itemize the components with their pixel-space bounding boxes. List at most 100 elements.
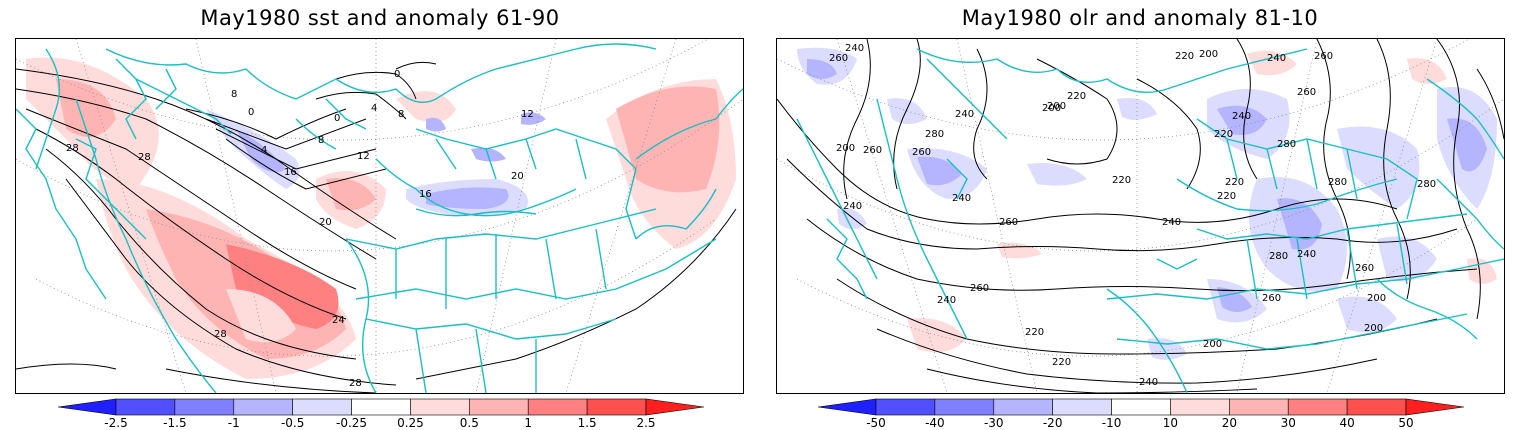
olr-colorbar-labels: -50 -40 -30 -20 -10 10 20 30 40 50 <box>818 416 1464 430</box>
olr-contour-label: 280 <box>1328 177 1347 188</box>
olr-map: 240 260 200 220 240 260 280 260 240 220 … <box>776 38 1505 394</box>
olr-contour-label: 280 <box>1277 139 1296 150</box>
sst-contour-label: 16 <box>419 189 432 200</box>
sst-contour-label: 16 <box>284 167 297 178</box>
colorbar-tick-label: -0.5 <box>280 416 305 430</box>
colorbar-bin <box>1287 398 1348 416</box>
olr-contour-label: 200 <box>1047 101 1066 112</box>
olr-contour-label: 200 <box>1199 49 1218 60</box>
olr-contour-label: 220 <box>1214 129 1233 140</box>
colorbar-tick-label: 1 <box>524 416 533 430</box>
olr-contour-label: 260 <box>863 145 882 156</box>
sst-contour-label: 28 <box>138 152 151 163</box>
olr-contour-label: 200 <box>1367 293 1386 304</box>
olr-contour-label: 200 <box>1364 323 1383 334</box>
sst-panel-title: May1980 sst and anomaly 61-90 <box>200 6 560 30</box>
colorbar-tick-label: 0.5 <box>459 416 479 430</box>
olr-contour-label: 200 <box>836 143 855 154</box>
sst-contour-label: 8 <box>398 109 404 120</box>
colorbar-tick-label: 40 <box>1339 416 1355 430</box>
olr-contour-label: 220 <box>1052 357 1071 368</box>
colorbar-tick-label: 10 <box>1162 416 1179 430</box>
olr-contour-label: 220 <box>1112 175 1131 186</box>
sst-contour-label: 4 <box>371 103 377 114</box>
sst-contour-label: 0 <box>334 113 340 124</box>
olr-contour-label: 260 <box>829 53 848 64</box>
colorbar-tick-label: -2.5 <box>104 416 128 430</box>
olr-coastlines <box>796 48 1504 393</box>
colorbar-bin <box>233 398 293 416</box>
colorbar-tick-label: 50 <box>1398 416 1414 430</box>
sst-contour-label: 0 <box>248 107 254 118</box>
olr-negative-anomaly-fill <box>797 47 1497 360</box>
colorbar-bin <box>292 398 352 416</box>
sst-contour-labels: 0 0 0 4 4 8 8 8 12 12 16 16 20 20 24 28 … <box>66 69 534 389</box>
sst-contour-label: 4 <box>261 145 267 156</box>
colorbar-bin <box>586 398 647 416</box>
olr-contour-label: 240 <box>937 295 956 306</box>
sst-map-svg: 0 0 0 4 4 8 8 8 12 12 16 16 20 20 24 28 … <box>16 39 743 393</box>
olr-contour-label: 280 <box>1269 251 1288 262</box>
colorbar-tick-label: 2.5 <box>636 416 656 430</box>
colorbar-tick-label: -50 <box>866 416 886 430</box>
colorbar-bin <box>1229 398 1289 416</box>
colorbar-max-arrow <box>645 398 704 416</box>
olr-colorbar <box>818 398 1464 416</box>
sst-contour-label: 28 <box>349 378 362 389</box>
olr-contour-labels: 240 260 200 220 240 260 280 260 240 220 … <box>829 43 1436 388</box>
olr-positive-anomaly-fill <box>907 50 1497 353</box>
colorbar-tick-label: 0.25 <box>397 416 424 430</box>
olr-contour-label: 260 <box>1355 263 1374 274</box>
olr-contour-label: 220 <box>1175 51 1194 62</box>
sst-colorbar-labels: -2.5 -1.5 -1 -0.5 -0.25 0.25 0.5 1 1.5 2.5 <box>58 416 704 430</box>
colorbar-bin <box>1111 398 1171 416</box>
sst-contour-label: 12 <box>357 151 370 162</box>
olr-contour-label: 280 <box>1417 179 1436 190</box>
sst-map: 0 0 0 4 4 8 8 8 12 12 16 16 20 20 24 28 … <box>15 38 744 394</box>
colorbar-bin <box>1052 398 1112 416</box>
olr-contour-label: 240 <box>845 43 864 54</box>
sst-contour-label: 28 <box>66 143 79 154</box>
olr-panel-title: May1980 olr and anomaly 81-10 <box>961 6 1319 30</box>
olr-contour-label: 240 <box>1232 111 1251 122</box>
colorbar-tick-label: -1.5 <box>163 416 187 430</box>
olr-contour-label: 260 <box>1314 51 1333 62</box>
colorbar-tick-label: -0.25 <box>336 416 368 430</box>
colorbar-bin <box>469 398 529 416</box>
colorbar-bin <box>1346 398 1407 416</box>
sst-negative-anomaly-fill <box>206 109 546 216</box>
colorbar-bin <box>934 398 995 416</box>
olr-contour-label: 240 <box>1297 249 1316 260</box>
sst-coastlines <box>16 43 743 393</box>
olr-contour-label: 220 <box>1025 327 1044 338</box>
colorbar-bin <box>410 398 470 416</box>
sst-contour-label: 8 <box>318 135 324 146</box>
sst-colorbar <box>58 398 704 416</box>
olr-contour-label: 240 <box>843 201 862 212</box>
colorbar-bin <box>174 398 235 416</box>
colorbar-tick-label: -30 <box>983 416 1004 430</box>
colorbar-bin <box>527 398 588 416</box>
colorbar-tick-label: -40 <box>925 416 945 430</box>
olr-contour-label: 240 <box>1139 377 1158 388</box>
colorbar-tick-label: -1 <box>227 416 240 430</box>
sst-graticule <box>16 39 743 393</box>
colorbar-bin <box>875 398 936 416</box>
colorbar-bin <box>1170 398 1230 416</box>
olr-contour-label: 220 <box>1217 191 1236 202</box>
olr-contour-label: 260 <box>912 147 931 158</box>
colorbar-tick-label: 1.5 <box>577 416 597 430</box>
olr-contour-label: 220 <box>1067 91 1086 102</box>
sst-contour-label: 12 <box>521 109 534 120</box>
sst-contours <box>16 61 737 393</box>
olr-map-svg: 240 260 200 220 240 260 280 260 240 220 … <box>777 39 1504 393</box>
olr-contour-label: 240 <box>955 109 974 120</box>
colorbar-max-arrow <box>1405 398 1464 416</box>
colorbar-tick-label: -20 <box>1042 416 1063 430</box>
colorbar-min-arrow <box>818 398 877 416</box>
olr-contour-label: 260 <box>970 283 989 294</box>
colorbar-tick-label: 20 <box>1221 416 1237 430</box>
olr-contour-label: 220 <box>1225 177 1244 188</box>
sst-contour-label: 0 <box>394 69 400 80</box>
olr-contour-label: 260 <box>1262 293 1281 304</box>
